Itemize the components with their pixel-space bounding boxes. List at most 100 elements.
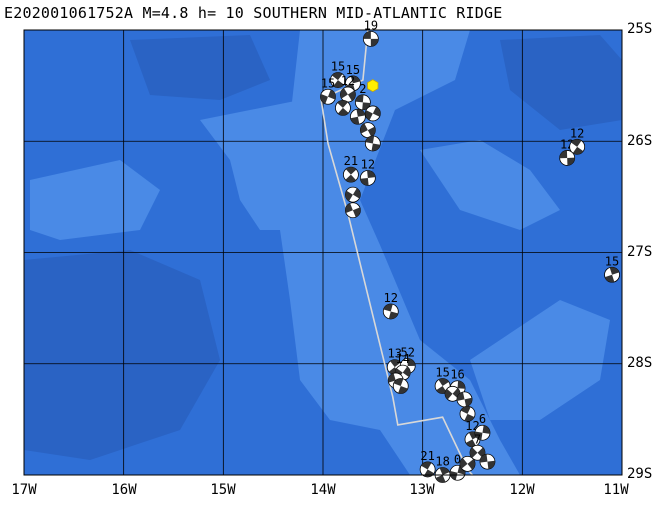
- beachball-compression: [345, 167, 357, 183]
- mechanism-depth-label: 15: [331, 60, 345, 74]
- beachball-compression: [365, 135, 381, 151]
- beachball-compression: [337, 100, 349, 116]
- lat-label-28s: 28S: [627, 355, 653, 371]
- lon-label-15w: 15W: [210, 482, 236, 498]
- mechanism-depth-label: 52: [400, 345, 414, 359]
- mechanism-depth-label: 15: [435, 366, 449, 380]
- beachball-compression: [355, 94, 371, 110]
- mechanism-depth-label: 6: [479, 412, 486, 426]
- ridge-shallow-zone: [470, 300, 610, 420]
- focal-mechanism: 12: [340, 74, 356, 103]
- mechanism-depth-label: 14: [396, 352, 410, 366]
- mechanism-depth-label: 21: [420, 449, 434, 463]
- focal-mechanism: 12: [569, 126, 586, 155]
- beachball-compression: [571, 139, 584, 155]
- mechanism-depth-label: 0: [454, 452, 461, 466]
- beachball-compression: [365, 106, 381, 121]
- mechanism-depth-label: 21: [344, 154, 358, 168]
- mechanism-depth-label: 15: [321, 76, 335, 90]
- beachball-compression: [435, 467, 450, 483]
- beachball-compression: [421, 461, 435, 477]
- map-title: E202001061752A M=4.8 h= 10 SOUTHERN MID-…: [4, 4, 503, 22]
- focal-mechanism: 7: [469, 432, 486, 461]
- epicenter-marker: [367, 79, 379, 93]
- beachball-compression: [460, 406, 475, 422]
- mechanism-depth-label: 15: [605, 254, 619, 268]
- lon-label-17w: 17W: [11, 482, 37, 498]
- focal-mechanism: 12: [359, 157, 376, 186]
- focal-mechanism: [444, 385, 461, 402]
- focal-mechanism: [392, 378, 409, 394]
- focal-mechanism: 21: [343, 154, 359, 183]
- beachball-compression: [445, 388, 461, 400]
- map-frame: [23, 29, 623, 476]
- beachball-compression: [479, 454, 495, 470]
- focal-mechanism: 21: [419, 449, 436, 478]
- focal-mechanism: 2: [354, 82, 371, 111]
- focal-mechanism: [359, 122, 376, 139]
- ridge-shallow-zone: [420, 140, 560, 230]
- beachball-compression: [320, 89, 336, 104]
- focal-mechanism: 19: [362, 18, 379, 47]
- beachball-compression: [604, 267, 620, 283]
- mechanism-depth-label: 12: [384, 291, 398, 305]
- ridge-shallow-zone: [30, 160, 160, 240]
- focal-mechanism: 15: [330, 60, 346, 88]
- focal-mechanism: [364, 105, 381, 122]
- focal-mechanism: 15: [604, 254, 620, 283]
- deep-basin: [500, 35, 622, 130]
- lon-label-12w: 12W: [509, 482, 535, 498]
- beachball-compression: [559, 150, 575, 166]
- focal-mechanism: [344, 186, 361, 203]
- focal-mechanism: [364, 135, 381, 152]
- beachball-compression: [450, 465, 466, 481]
- beachball-compression: [360, 123, 376, 137]
- focal-mechanism: 12: [382, 291, 399, 320]
- beachball-compression: [345, 203, 361, 218]
- mechanism-depth-label: 16: [450, 368, 464, 382]
- focal-mechanism: 0: [449, 452, 466, 481]
- focal-mechanism: [479, 453, 496, 470]
- lat-label-26s: 26S: [627, 133, 653, 149]
- deep-basin: [130, 35, 270, 100]
- beachball-compression: [345, 188, 361, 202]
- beachball-compression: [457, 392, 473, 407]
- beachball-compression: [350, 109, 366, 125]
- beachball-compression: [388, 359, 401, 375]
- focal-mechanism: [344, 202, 361, 219]
- beachball-compression: [436, 378, 449, 394]
- lon-label-11w: 11W: [603, 482, 629, 498]
- mechanism-depth-label: 2: [359, 82, 366, 96]
- focal-mechanism: [459, 405, 476, 422]
- lat-label-29s: 29S: [627, 466, 653, 482]
- lon-label-13w: 13W: [409, 482, 435, 498]
- beachball-compression: [460, 458, 476, 470]
- lat-label-27s: 27S: [627, 244, 653, 260]
- beachball-compression: [363, 31, 379, 47]
- focal-mechanism: 6: [474, 412, 491, 441]
- focal-mechanism: [459, 455, 476, 472]
- mechanism-depth-label: 12: [361, 157, 375, 171]
- focal-mechanism: [456, 391, 473, 408]
- lat-label-25s: 25S: [627, 21, 653, 37]
- deep-basin: [24, 250, 220, 460]
- beachball-compression: [383, 303, 399, 319]
- lon-label-16w: 16W: [111, 482, 137, 498]
- beachball-compression: [360, 170, 376, 186]
- beachball-compression: [393, 378, 408, 394]
- mechanism-depth-label: 15: [346, 63, 360, 77]
- focal-mechanism: 15: [320, 76, 336, 105]
- focal-mechanism: [349, 108, 366, 125]
- mechanism-depth-label: 13: [388, 347, 402, 361]
- focal-mechanism: [335, 99, 351, 116]
- beachball-compression: [469, 447, 485, 459]
- beachball-compression: [331, 72, 344, 88]
- mechanism-depth-label: 18: [435, 455, 449, 469]
- mechanism-depth-label: 7: [474, 432, 481, 446]
- mechanism-depth-label: 12: [570, 126, 584, 140]
- focal-mechanism: 18: [434, 455, 451, 483]
- beachball-compression: [340, 88, 356, 101]
